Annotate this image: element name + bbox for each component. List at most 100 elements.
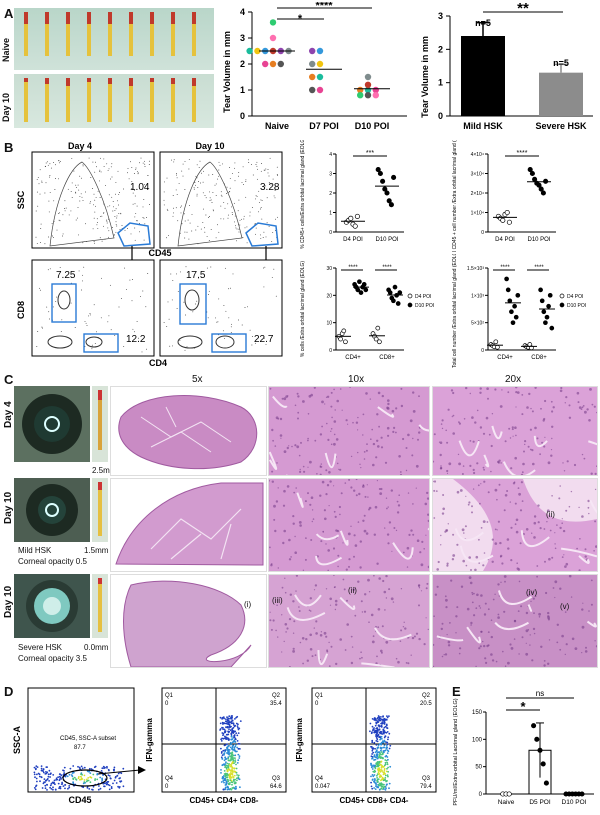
nucleus [582, 405, 585, 407]
event-dot [228, 723, 231, 726]
nucleus [482, 640, 484, 643]
nucleus [435, 490, 438, 492]
event-dot [217, 321, 219, 323]
event-dot [145, 306, 147, 308]
event-dot [93, 217, 95, 219]
event-dot [108, 769, 110, 772]
nucleus [561, 518, 563, 520]
nucleus [294, 535, 296, 538]
event-dot [388, 747, 391, 750]
event-dot [107, 169, 109, 171]
event-dot [271, 240, 273, 242]
event-dot [198, 181, 199, 182]
event-dot [139, 231, 140, 233]
nucleus [408, 533, 411, 536]
event-dot [220, 205, 222, 207]
nucleus [380, 487, 383, 491]
nucleus [347, 532, 351, 536]
septum [466, 626, 482, 644]
nucleus [297, 395, 300, 398]
nucleus [307, 439, 309, 442]
nucleus [368, 508, 370, 511]
nucleus [352, 421, 354, 424]
nucleus [357, 451, 359, 454]
event-dot [275, 230, 276, 232]
nucleus [467, 503, 470, 506]
event-dot [197, 225, 199, 227]
nucleus [270, 628, 273, 631]
nucleus [307, 492, 309, 495]
septum [272, 395, 288, 408]
nucleus [531, 532, 533, 534]
event-dot [235, 771, 238, 774]
nucleus [327, 569, 329, 571]
nucleus [458, 462, 461, 466]
nucleus [284, 591, 287, 594]
event-dot [115, 223, 117, 225]
event-dot [107, 774, 110, 777]
event-dot [49, 163, 51, 165]
event-dot [378, 773, 380, 776]
event-dot [49, 786, 51, 789]
event-dot [50, 772, 52, 775]
q4-value: 0.047 [315, 784, 331, 790]
data-point [397, 290, 403, 295]
nucleus [425, 617, 427, 619]
event-dot [62, 214, 64, 216]
nucleus [525, 629, 529, 633]
nucleus [391, 550, 393, 552]
nucleus [360, 467, 362, 469]
y-tick-label: 0 [481, 230, 484, 236]
q2-value: 20.5 [420, 701, 432, 707]
nucleus [500, 554, 503, 558]
event-dot [46, 778, 49, 780]
event-dot [226, 762, 229, 765]
nucleus [330, 430, 332, 432]
event-dot [72, 771, 75, 774]
nucleus [334, 409, 336, 411]
nucleus [365, 449, 368, 452]
x-tick-label: D4 POI [343, 237, 363, 243]
nucleus [475, 607, 478, 610]
y-tick-label: 0 [329, 348, 332, 354]
nucleus [346, 599, 348, 602]
event-dot [215, 317, 217, 319]
data-point [513, 314, 519, 320]
event-dot [255, 227, 257, 229]
event-dot [117, 772, 120, 775]
event-dot [378, 736, 381, 739]
event-dot [234, 167, 236, 169]
histology-20x-row1 [432, 386, 598, 476]
event-dot [168, 318, 170, 320]
event-dot [82, 274, 84, 276]
flow-cytometry-plots: Day 4 Day 10 1.04 3.28 SSC CD45 7.25 12.… [16, 141, 283, 368]
nucleus [554, 547, 557, 550]
event-dot [234, 162, 236, 164]
event-dot [75, 219, 77, 221]
event-dot [36, 766, 39, 768]
event-dot [107, 321, 109, 323]
gate-pct-day10: 3.28 [260, 182, 280, 193]
event-dot [57, 776, 59, 779]
nucleus [565, 562, 569, 566]
event-dot [370, 781, 372, 784]
nucleus [399, 640, 402, 642]
event-dot [202, 208, 204, 210]
event-dot [206, 267, 208, 269]
nucleus [491, 413, 494, 415]
event-dot [224, 779, 227, 782]
annotation-iii: (iii) [272, 596, 283, 605]
event-dot [163, 181, 165, 183]
q4-label: Q4 [165, 776, 174, 782]
event-dot [383, 788, 385, 790]
nucleus [292, 515, 295, 518]
tear-strip [87, 12, 91, 56]
event-dot [387, 775, 389, 778]
nucleus [290, 556, 292, 558]
event-dot [175, 189, 177, 191]
event-dot [241, 181, 243, 183]
nucleus [578, 406, 582, 409]
nucleus [312, 518, 315, 520]
